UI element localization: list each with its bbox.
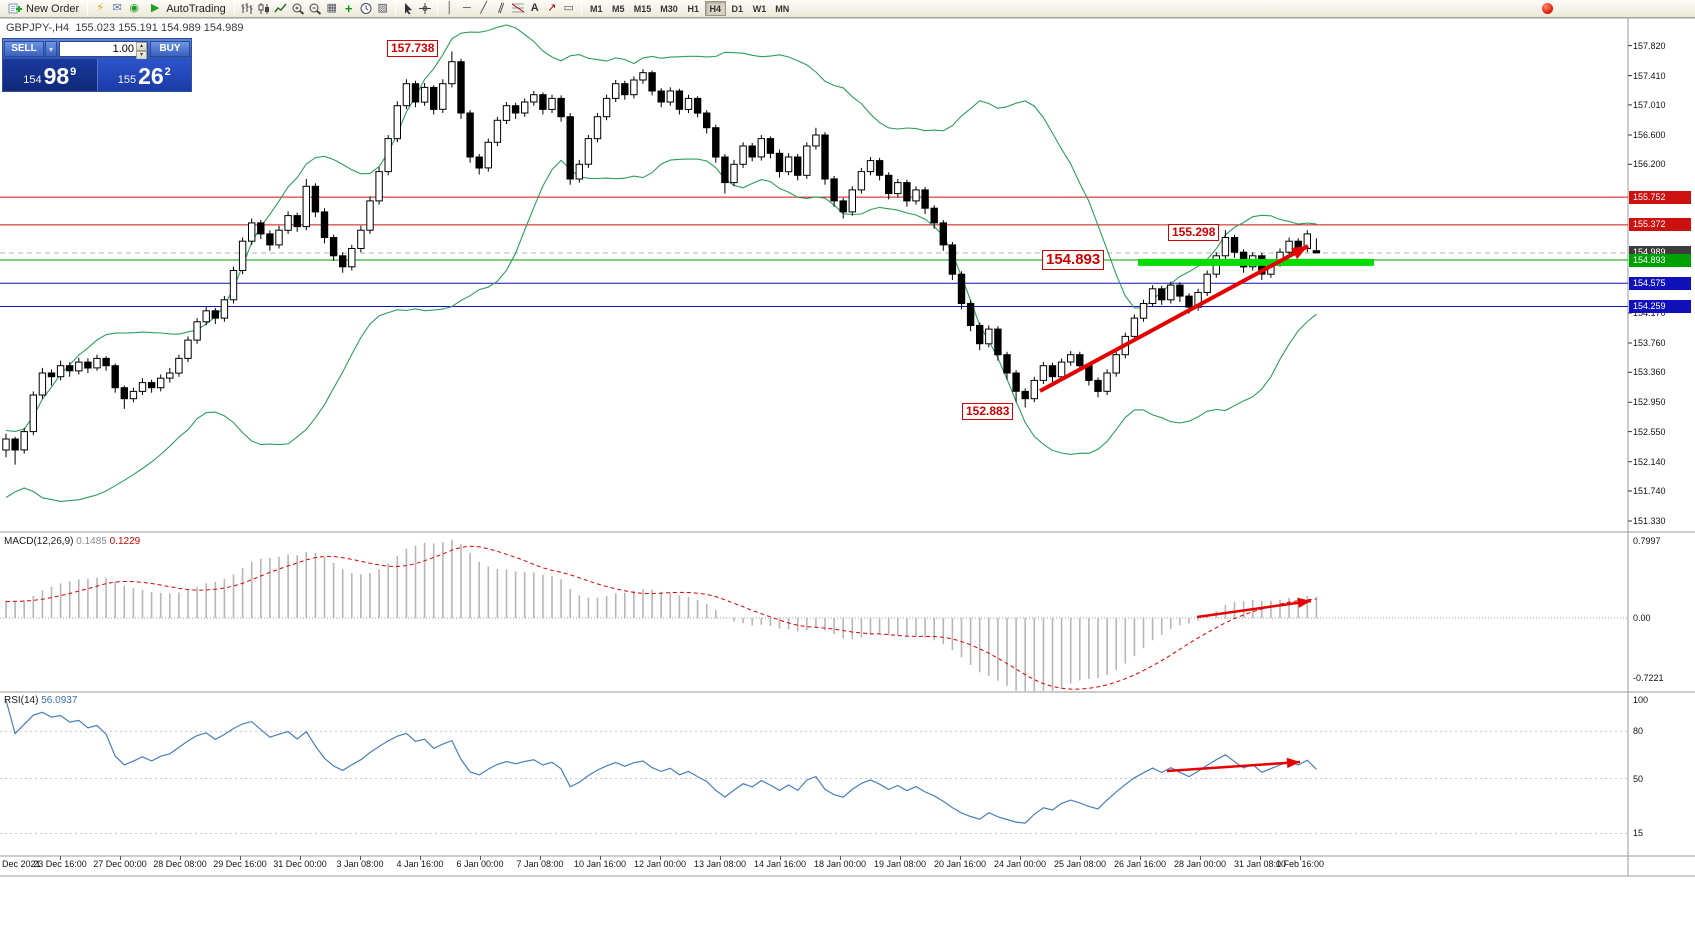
new-order-label: New Order bbox=[26, 2, 80, 15]
macd-name: MACD(12,26,9) bbox=[4, 536, 74, 547]
main-toolbar: New Order ⚡ ✉ ◉ ▶ AutoTrading ▦ + ▨ │ ─ … bbox=[0, 0, 1695, 18]
bar-chart-icon[interactable] bbox=[239, 1, 255, 16]
timeframe-m5[interactable]: M5 bbox=[608, 1, 629, 16]
buy-button[interactable]: BUY bbox=[150, 41, 190, 57]
rsi-indicator-label: RSI(14) 56.0937 bbox=[4, 695, 77, 706]
toolbar-separator bbox=[436, 2, 438, 15]
indicators-icon[interactable]: + bbox=[341, 1, 357, 16]
new-order-button[interactable]: New Order bbox=[3, 1, 83, 17]
macd-plot bbox=[0, 539, 1628, 691]
trendline-icon[interactable]: ╱ bbox=[476, 1, 492, 16]
bollinger-lower bbox=[5, 158, 1317, 502]
shapes-icon[interactable]: ▭ bbox=[561, 1, 577, 16]
toolbar-separator bbox=[87, 2, 89, 15]
macd-signal-line bbox=[5, 545, 1317, 690]
zoom-out-icon[interactable] bbox=[307, 1, 323, 16]
bid-prefix: 154 bbox=[23, 74, 42, 86]
macd-histogram bbox=[5, 539, 1318, 691]
macd-signal-value: 0.1229 bbox=[109, 536, 141, 547]
timeframe-w1[interactable]: W1 bbox=[749, 1, 771, 16]
timeframe-mn[interactable]: MN bbox=[771, 1, 793, 16]
zoom-in-icon[interactable] bbox=[290, 1, 306, 16]
candle-wicks bbox=[5, 51, 1317, 465]
ohlc-values: 155.023 155.191 154.989 154.989 bbox=[75, 22, 244, 34]
new-order-icon bbox=[7, 1, 23, 16]
ask-big-digits: 26 bbox=[138, 63, 164, 89]
rsi-name: RSI(14) bbox=[4, 695, 39, 706]
periods-icon[interactable] bbox=[358, 1, 374, 16]
toolbar-separator bbox=[394, 2, 396, 15]
autotrading-label: AutoTrading bbox=[166, 2, 226, 15]
horizontal-line-icon[interactable]: ─ bbox=[459, 1, 475, 16]
timeframe-d1[interactable]: D1 bbox=[727, 1, 748, 16]
lot-size-field[interactable]: 1.00 ▴ ▾ bbox=[59, 41, 148, 60]
toolbar-separator bbox=[580, 2, 582, 15]
rsi-value: 56.0937 bbox=[41, 695, 78, 706]
ask-prefix: 155 bbox=[117, 74, 137, 86]
cursor-icon[interactable] bbox=[400, 1, 416, 16]
lot-spinner: ▴ ▾ bbox=[136, 42, 147, 60]
rsi-plot bbox=[0, 699, 1628, 834]
bid-big-digits: 98 bbox=[43, 63, 70, 89]
templates-icon[interactable]: ▨ bbox=[375, 1, 391, 16]
fibonacci-icon[interactable] bbox=[510, 1, 526, 16]
bear-candles bbox=[11, 61, 1321, 451]
timeframe-m30[interactable]: M30 bbox=[656, 1, 682, 16]
autotrading-button[interactable]: ▶ AutoTrading bbox=[143, 1, 230, 17]
sell-button[interactable]: SELL bbox=[4, 41, 44, 57]
symbol-label: GBPJPY-,H4 bbox=[6, 22, 70, 34]
lot-size-value: 1.00 bbox=[112, 43, 134, 55]
bull-candles bbox=[2, 61, 1311, 451]
arrows-icon[interactable]: ↗ bbox=[544, 1, 560, 16]
experts-icon[interactable]: ⚡ bbox=[92, 1, 108, 16]
bid-price[interactable]: 154 98 9 bbox=[3, 59, 98, 91]
connection-status-dot bbox=[1542, 3, 1553, 14]
ask-price[interactable]: 155 26 2 bbox=[97, 59, 191, 91]
timeframe-h1[interactable]: H1 bbox=[683, 1, 704, 16]
mailbox-icon[interactable]: ✉ bbox=[109, 1, 125, 16]
lot-increase-button[interactable]: ▴ bbox=[136, 42, 147, 51]
text-icon[interactable]: A bbox=[527, 1, 543, 16]
order-options-caret[interactable]: ▾ bbox=[45, 41, 57, 57]
rsi-line bbox=[5, 699, 1317, 824]
macd-value: 0.1485 bbox=[76, 536, 107, 547]
chart-header: GBPJPY-,H4 155.023 155.191 154.989 154.9… bbox=[6, 22, 244, 34]
bid-pip-digit: 9 bbox=[70, 66, 77, 78]
candlestick-chart-icon[interactable] bbox=[256, 1, 272, 16]
crosshair-icon[interactable] bbox=[417, 1, 433, 16]
one-click-controls: SELL ▾ 1.00 ▴ ▾ BUY bbox=[3, 39, 191, 60]
toolbar-separator bbox=[233, 2, 235, 15]
timeframe-m15[interactable]: M15 bbox=[630, 1, 656, 16]
one-click-trading-panel: SELL ▾ 1.00 ▴ ▾ BUY 154 98 9 155 26 2 bbox=[2, 38, 192, 92]
timeframe-m1[interactable]: M1 bbox=[586, 1, 607, 16]
caret-down-icon: ▾ bbox=[48, 44, 53, 54]
line-chart-icon[interactable] bbox=[273, 1, 289, 16]
play-icon: ▶ bbox=[150, 2, 160, 14]
ask-pip-digit: 2 bbox=[164, 66, 171, 78]
signals-icon[interactable]: ◉ bbox=[126, 1, 142, 16]
main-plot bbox=[0, 24, 1628, 502]
channel-icon[interactable]: ∥ bbox=[491, 0, 511, 18]
vertical-line-icon[interactable]: │ bbox=[442, 1, 458, 16]
macd-indicator-label: MACD(12,26,9) 0.1485 0.1229 bbox=[4, 536, 140, 547]
one-click-prices: 154 98 9 155 26 2 bbox=[3, 59, 191, 91]
support-zone-highlight bbox=[1138, 258, 1374, 266]
timeframe-h4[interactable]: H4 bbox=[704, 1, 726, 16]
tile-windows-icon[interactable]: ▦ bbox=[324, 1, 340, 16]
